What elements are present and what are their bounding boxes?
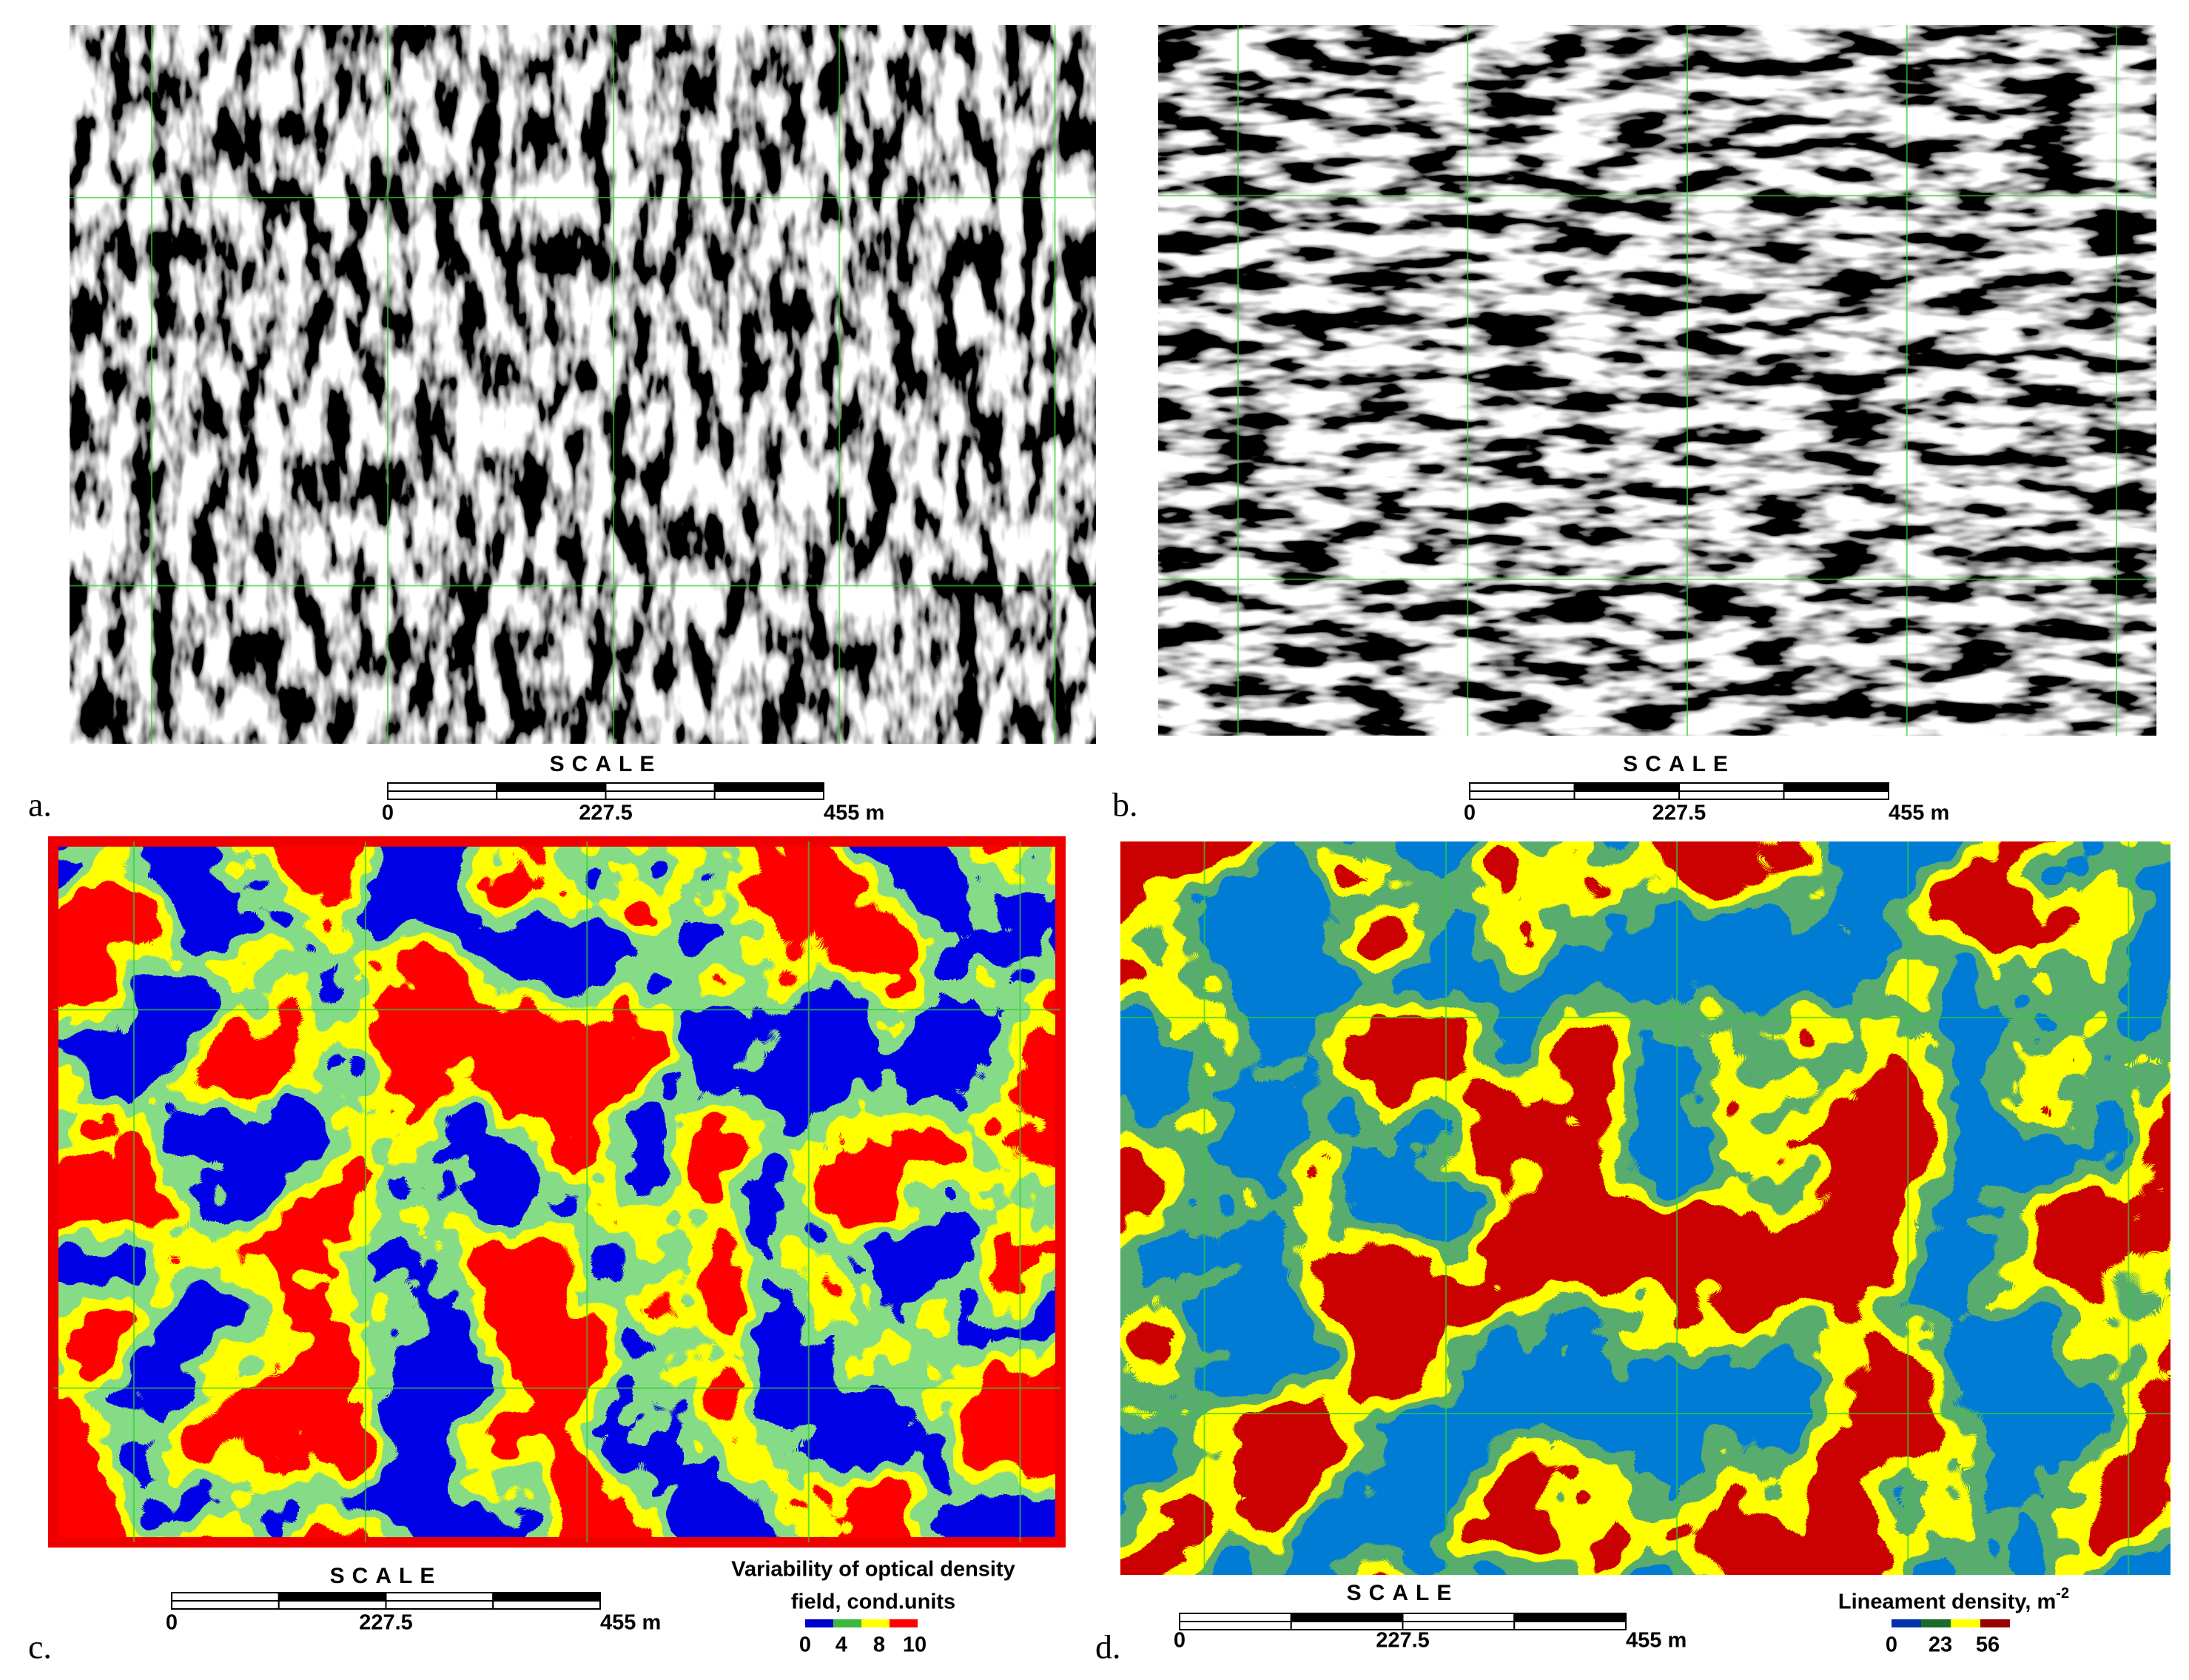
map-a <box>70 25 1096 744</box>
legend-swatch <box>1892 1619 1921 1627</box>
scale-segment <box>1678 790 1785 800</box>
scale-segment <box>1783 782 1889 792</box>
scale-segment <box>1573 790 1680 800</box>
legend-title: Lineament density, m-2 <box>1838 1585 2069 1613</box>
scale-segment <box>1402 1613 1516 1622</box>
scale-segment <box>278 1592 387 1602</box>
legend-swatch <box>805 1619 833 1627</box>
scale-segment <box>496 790 607 800</box>
grid-lines <box>53 25 2170 1575</box>
scale-label: 0 <box>1174 1629 1186 1653</box>
scale-segment <box>1290 1613 1404 1622</box>
scale-segment <box>171 1600 280 1610</box>
legend-label: 8 <box>873 1633 885 1657</box>
scale-segment <box>278 1600 387 1610</box>
legend-label: 0 <box>799 1633 811 1657</box>
scale-label: 455 m <box>1626 1629 1687 1653</box>
legend-swatch <box>861 1619 890 1627</box>
scale-segment <box>385 1592 494 1602</box>
legend-superscript: -2 <box>2056 1585 2069 1602</box>
legend-swatch <box>1980 1619 2010 1627</box>
legend-swatch <box>833 1619 861 1627</box>
map-b <box>1158 25 2156 736</box>
panel-label: b. <box>1112 786 1138 824</box>
legend-title: field, cond.units <box>791 1590 955 1614</box>
scale-segment <box>492 1600 601 1610</box>
scale-segment <box>1469 790 1576 800</box>
panel-label: c. <box>28 1628 52 1666</box>
panel-label: d. <box>1095 1628 1121 1666</box>
scale-segment <box>492 1592 601 1602</box>
scale-segment <box>713 782 824 792</box>
scale-label: 455 m <box>600 1611 661 1635</box>
scale-label: 227.5 <box>579 802 633 825</box>
scale-title: SCALE <box>1347 1581 1459 1605</box>
map-c <box>53 841 1060 1542</box>
scale-label: 0 <box>166 1611 178 1635</box>
map-c-border <box>48 836 1066 1548</box>
scale-label: 455 m <box>1889 802 1949 825</box>
legend-swatch <box>1951 1619 1980 1627</box>
scale-label: 227.5 <box>1376 1629 1430 1653</box>
scale-label: 227.5 <box>359 1611 413 1635</box>
legend-swatch <box>890 1619 918 1627</box>
scale-segment <box>496 782 607 792</box>
scale-segment <box>1678 782 1785 792</box>
panel-label: a. <box>28 786 52 824</box>
scale-segment <box>1179 1621 1292 1630</box>
scale-segment <box>385 1600 494 1610</box>
scale-label: 227.5 <box>1652 802 1707 825</box>
scale-segment <box>1783 790 1889 800</box>
scale-segment <box>387 790 498 800</box>
scale-label: 455 m <box>824 802 884 825</box>
map-d <box>1120 841 2170 1575</box>
scale-segment <box>605 790 716 800</box>
scale-segment <box>387 782 498 792</box>
legend-label: 0 <box>1886 1633 1897 1657</box>
legend-label: 56 <box>1976 1633 2000 1657</box>
scale-segment <box>171 1592 280 1602</box>
scale-segment <box>605 782 716 792</box>
scale-label: 0 <box>1464 802 1476 825</box>
scale-segment <box>1513 1621 1627 1630</box>
scale-segment <box>1179 1613 1292 1622</box>
legend-swatch <box>1921 1619 1951 1627</box>
scale-segment <box>1573 782 1680 792</box>
legend-label: 4 <box>835 1633 847 1657</box>
scale-title: SCALE <box>330 1564 443 1588</box>
scale-segment <box>1469 782 1576 792</box>
scale-title: SCALE <box>1623 752 1735 776</box>
scale-title: SCALE <box>550 752 662 776</box>
legend-title: Variability of optical density <box>731 1558 1015 1582</box>
legend-label: 10 <box>903 1633 927 1657</box>
scale-label: 0 <box>382 802 394 825</box>
scale-segment <box>1513 1613 1627 1622</box>
scale-segment <box>713 790 824 800</box>
legend-label: 23 <box>1929 1633 1952 1657</box>
